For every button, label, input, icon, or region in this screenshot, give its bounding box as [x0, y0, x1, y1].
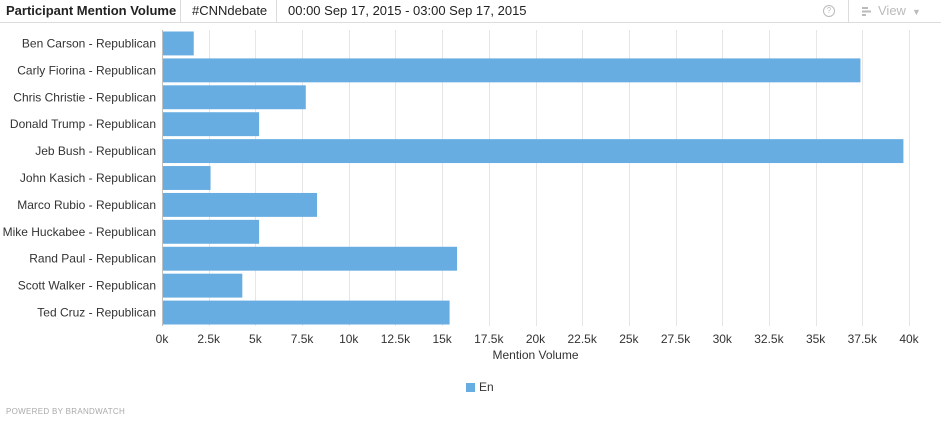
category-label: Scott Walker - Republican: [18, 279, 156, 293]
category-label: Rand Paul - Republican: [29, 252, 156, 266]
bar-7: [162, 219, 260, 244]
x-tick-label: 22.5k: [568, 332, 598, 346]
x-tick-label: 10k: [339, 332, 359, 346]
x-tick-label: 5k: [249, 332, 263, 346]
chart-header: Participant Mention Volume #CNNdebate 00…: [0, 0, 941, 23]
legend-label: En: [479, 380, 494, 394]
bar-chart-icon: [862, 1, 872, 23]
x-tick-label: 30k: [713, 332, 733, 346]
header-divider: [848, 0, 849, 22]
category-label: Donald Trump - Republican: [10, 117, 156, 131]
x-tick-label: 15k: [432, 332, 452, 346]
chart-title: Participant Mention Volume: [6, 3, 177, 18]
legend-item-en[interactable]: En: [466, 380, 494, 394]
bar-9: [162, 273, 243, 298]
category-label: Jeb Bush - Republican: [35, 144, 156, 158]
bar-2: [162, 85, 306, 110]
bar-1: [162, 58, 861, 83]
date-range[interactable]: 00:00 Sep 17, 2015 - 03:00 Sep 17, 2015: [288, 3, 527, 18]
chevron-down-icon: ▼: [911, 6, 921, 17]
category-label: Carly Fiorina - Republican: [17, 63, 156, 77]
query-name[interactable]: #CNNdebate: [192, 3, 268, 18]
x-tick-label: 27.5k: [661, 332, 691, 346]
x-tick-label: 25k: [619, 332, 639, 346]
x-tick-label: 32.5k: [754, 332, 784, 346]
category-label: Ted Cruz - Republican: [37, 306, 156, 320]
bar-3: [162, 112, 260, 137]
category-label: Ben Carson - Republican: [22, 36, 156, 50]
bar-4: [162, 139, 904, 164]
x-tick-label: 20k: [526, 332, 546, 346]
x-tick-label: 40k: [899, 332, 919, 346]
x-tick-label: 35k: [806, 332, 826, 346]
bar-chart: Ben Carson - Republican Carly Fiorina - R…: [3, 30, 920, 362]
bar-8: [162, 246, 458, 271]
category-label: Chris Christie - Republican: [13, 90, 156, 104]
x-tick-label: 2.5k: [197, 332, 221, 346]
bar-10: [162, 300, 450, 325]
category-label: Mike Huckabee - Republican: [3, 225, 156, 239]
bar-6: [162, 192, 318, 217]
header-divider: [180, 0, 181, 22]
header-divider: [276, 0, 277, 22]
x-tick-label: 37.5k: [848, 332, 878, 346]
legend-swatch: [466, 383, 475, 392]
x-tick-label: 7.5k: [291, 332, 315, 346]
x-tick-label: 12.5k: [381, 332, 411, 346]
powered-by-footer: POWERED BY BRANDWATCH: [6, 407, 126, 416]
x-tick-label: 0k: [156, 332, 170, 346]
help-icon[interactable]: ?: [823, 5, 835, 17]
bar-5: [162, 166, 211, 190]
bar-0: [162, 31, 194, 56]
view-button[interactable]: View ▼: [862, 0, 921, 22]
view-button-label: View: [878, 3, 906, 18]
category-label: John Kasich - Republican: [20, 171, 156, 185]
x-axis-title: Mention Volume: [492, 348, 578, 362]
x-tick-label: 17.5k: [474, 332, 504, 346]
category-label: Marco Rubio - Republican: [17, 198, 156, 212]
